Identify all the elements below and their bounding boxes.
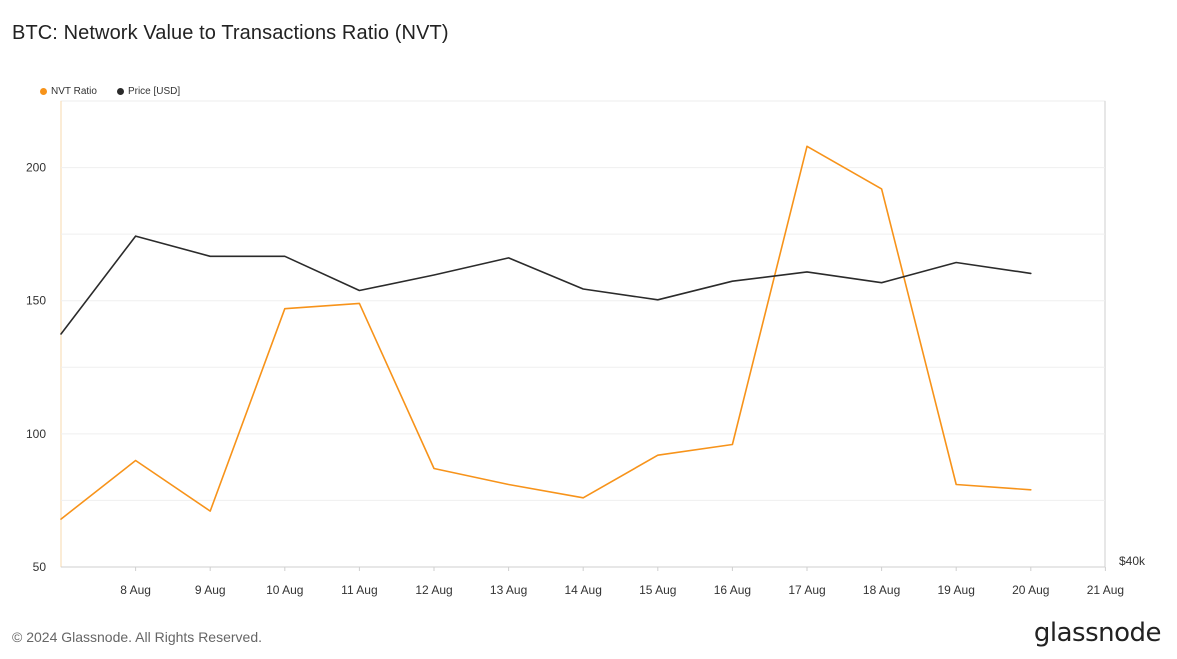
y-tick-label: 150 — [26, 294, 46, 308]
legend-item-nvt[interactable]: NVT Ratio — [40, 86, 97, 97]
y-right-tick-label: $40k — [1119, 554, 1146, 568]
x-tick-label: 10 Aug — [266, 583, 303, 597]
price-line — [60, 235, 1032, 335]
legend: NVT Ratio Price [USD] — [40, 86, 180, 97]
x-tick-label: 16 Aug — [714, 583, 751, 597]
x-tick-label: 13 Aug — [490, 583, 527, 597]
x-tick-label: 14 Aug — [565, 583, 602, 597]
x-tick-label: 20 Aug — [1012, 583, 1049, 597]
nvt-ratio-line — [60, 145, 1032, 520]
legend-item-price[interactable]: Price [USD] — [116, 86, 181, 97]
legend-dot-nvt — [40, 88, 47, 95]
x-tick-label: 21 Aug — [1087, 583, 1124, 597]
x-tick-label: 17 Aug — [788, 583, 825, 597]
x-tick-label: 18 Aug — [863, 583, 900, 597]
x-tick-label: 15 Aug — [639, 583, 676, 597]
x-tick-label: 8 Aug — [120, 583, 151, 597]
chart-title: BTC: Network Value to Transactions Ratio… — [12, 22, 449, 44]
legend-dot-price — [116, 88, 124, 95]
glassnode-logo: glassnode — [1033, 618, 1162, 648]
x-tick-label: 9 Aug — [195, 583, 226, 597]
x-tick-label: 11 Aug — [341, 583, 377, 597]
legend-label-nvt: NVT Ratio — [51, 86, 97, 97]
copyright-footer: © 2024 Glassnode. All Rights Reserved. — [12, 629, 263, 645]
x-tick-label: 12 Aug — [415, 583, 452, 597]
y-tick-label: 100 — [26, 427, 46, 441]
legend-label-price: Price [USD] — [127, 86, 181, 97]
x-tick-label: 19 Aug — [938, 583, 975, 597]
y-tick-label: 200 — [26, 161, 46, 175]
y-tick-label: 50 — [33, 560, 47, 574]
